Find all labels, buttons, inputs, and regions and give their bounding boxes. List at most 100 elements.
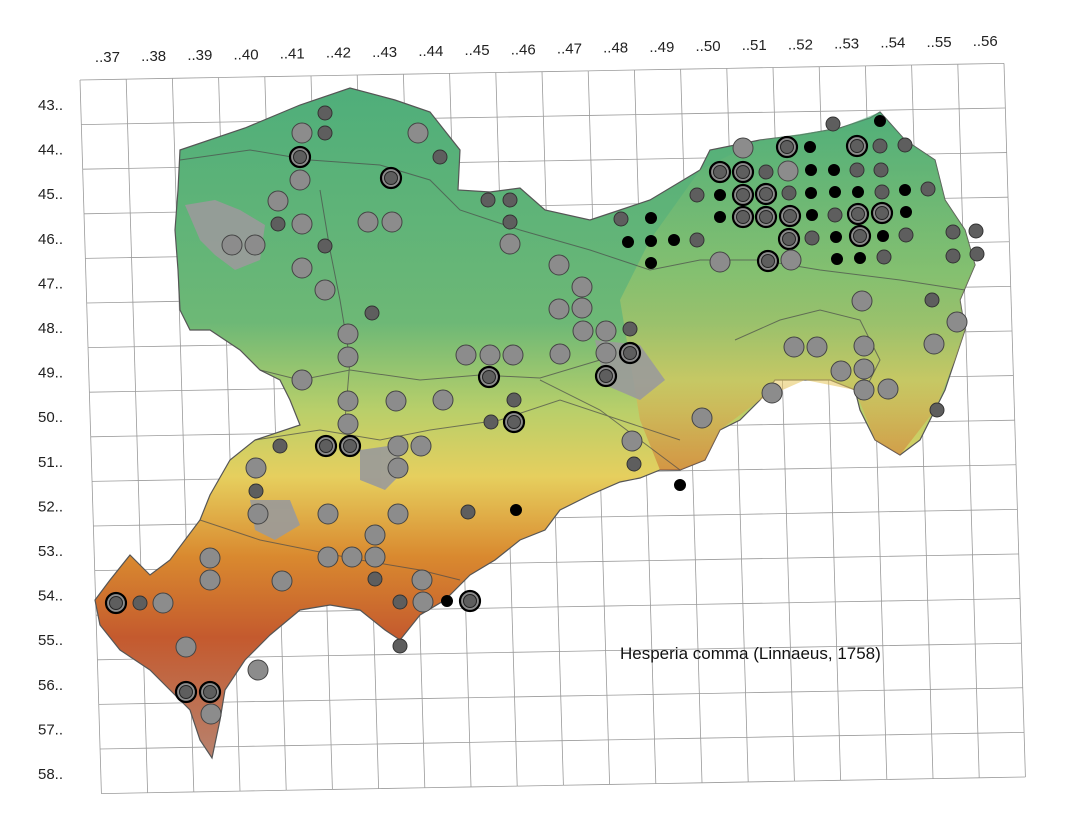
grid-line — [1003, 63, 1006, 108]
grid-line — [1022, 687, 1025, 733]
record-dot-recent — [854, 252, 866, 264]
grid-line — [286, 789, 333, 791]
grid-line — [972, 554, 975, 600]
grid-line — [976, 688, 979, 734]
grid-line — [794, 779, 841, 782]
record-dot-old — [548, 254, 570, 276]
record-dot-recent — [668, 234, 680, 246]
record-dot-old — [571, 276, 593, 298]
grid-line — [512, 652, 515, 697]
grid-line — [923, 465, 970, 467]
record-dot-inner — [623, 346, 637, 360]
grid-line — [881, 599, 928, 602]
record-dot-old — [621, 430, 643, 452]
record-dot-inner — [507, 415, 521, 429]
grid-line — [972, 553, 1019, 556]
grid-line — [788, 602, 791, 648]
record-dot-mid — [898, 227, 914, 243]
grid-line — [746, 736, 794, 738]
grid-line — [330, 744, 333, 790]
grid-line — [693, 513, 741, 516]
grid-line — [839, 734, 886, 737]
column-label: ..47 — [557, 41, 582, 58]
record-dot-mid — [613, 211, 629, 227]
grid-line — [466, 653, 469, 698]
record-dot-old — [761, 382, 783, 404]
grid-line — [172, 78, 175, 123]
record-dot-inner — [850, 139, 864, 153]
grid-line — [726, 67, 774, 69]
row-label: 55.. — [38, 632, 63, 649]
grid-line — [374, 653, 421, 656]
grid-line — [743, 648, 746, 693]
grid-line — [697, 648, 700, 694]
record-dot-old — [499, 233, 521, 255]
grid-line — [281, 656, 284, 702]
grid-line — [924, 511, 927, 556]
grid-line — [882, 644, 930, 647]
grid-line — [877, 466, 924, 468]
grid-line — [694, 559, 698, 605]
grid-line — [587, 70, 590, 116]
record-dot-mid — [392, 638, 408, 654]
row-label: 51.. — [38, 454, 63, 471]
grid-line — [139, 523, 186, 526]
grid-line — [546, 204, 593, 206]
grid-line — [975, 642, 1022, 645]
grid-line — [375, 698, 423, 700]
grid-line — [692, 469, 739, 471]
grid-line — [471, 785, 518, 788]
grid-line — [145, 748, 149, 793]
grid-line — [86, 301, 133, 304]
record-dot-old — [289, 169, 311, 191]
grid-line — [125, 79, 128, 124]
record-dot-mid — [460, 504, 476, 520]
record-dot-old — [853, 358, 875, 380]
record-dot-old — [381, 211, 403, 233]
grid-line — [634, 68, 681, 71]
grid-line — [467, 697, 471, 743]
grid-line — [885, 733, 932, 736]
record-dot-inner — [780, 140, 794, 154]
grid-line — [555, 516, 602, 519]
grid-line — [636, 159, 639, 204]
grid-line — [421, 698, 424, 744]
record-dot-mid — [969, 246, 985, 262]
grid-line — [877, 467, 880, 512]
grid-line — [590, 158, 638, 161]
record-dot-mid — [626, 456, 642, 472]
grid-line — [131, 256, 178, 258]
column-label: ..46 — [511, 41, 536, 58]
grid-line — [965, 331, 968, 377]
grid-line — [133, 346, 136, 392]
record-dot-recent — [852, 186, 864, 198]
grid-line — [739, 514, 742, 559]
grid-line — [970, 510, 973, 555]
grid-line — [1020, 643, 1024, 688]
grid-line — [878, 510, 925, 513]
grid-line — [737, 425, 740, 470]
grid-line — [681, 113, 684, 159]
record-dot-mid — [825, 116, 841, 132]
record-dot-inner — [759, 210, 773, 224]
grid-line — [135, 390, 182, 392]
grid-line — [92, 525, 96, 571]
grid-line — [832, 511, 879, 514]
grid-line — [605, 650, 608, 696]
column-label: ..37 — [95, 49, 120, 66]
grid-line — [608, 738, 655, 741]
record-dot-old — [199, 569, 221, 591]
record-dot-mid — [689, 187, 705, 203]
record-dot-mid — [929, 402, 945, 418]
grid-line — [635, 114, 638, 160]
row-label: 50.. — [38, 409, 63, 426]
record-dot-recent — [831, 253, 843, 265]
grid-line — [828, 378, 831, 424]
record-dot-inner — [482, 370, 496, 384]
column-label: ..38 — [141, 48, 166, 65]
grid-line — [465, 608, 468, 654]
grid-line — [88, 392, 92, 437]
column-label: ..53 — [834, 36, 859, 53]
record-dot-mid — [876, 249, 892, 265]
